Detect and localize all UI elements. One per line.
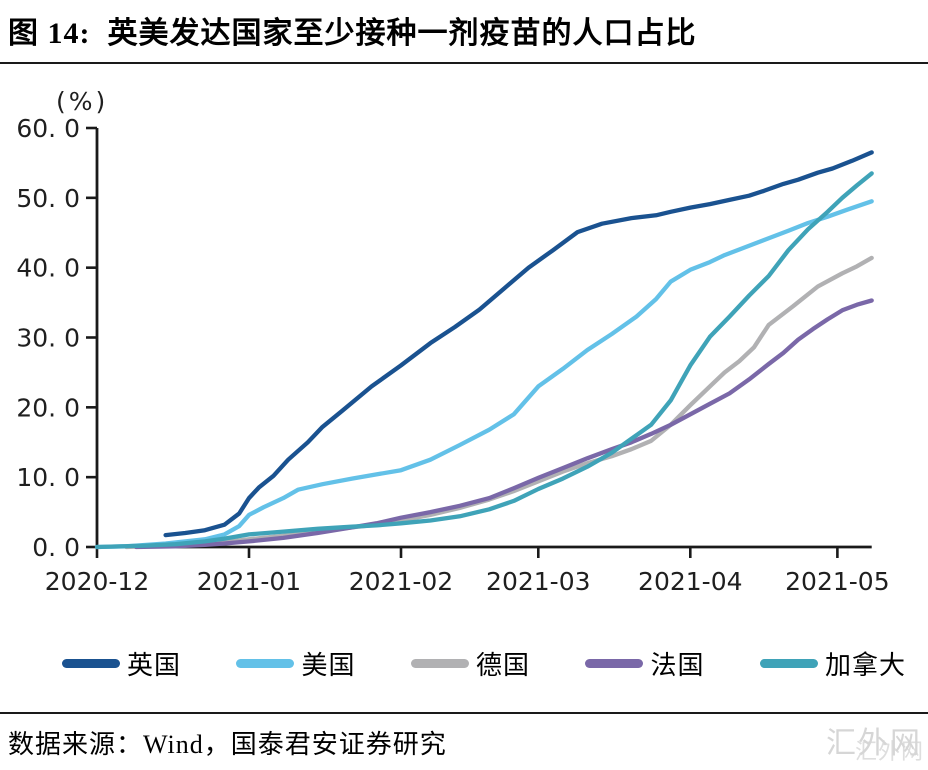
y-tick-label: 0. 0 [32, 533, 80, 562]
series-line-德国 [124, 255, 874, 550]
legend-label: 加拿大 [824, 651, 906, 680]
x-tick-label: 2021-05 [785, 567, 889, 596]
x-tick-label: 2021-04 [638, 567, 742, 596]
watermark: 汇外网 汇外网 [804, 716, 924, 766]
legend-label: 美国 [301, 651, 356, 680]
y-tick-label: 30. 0 [16, 324, 80, 353]
plot-svg: 0. 0 10. 0 20. 0 30. 0 40. 0 50. 0 60. 0 2020-1… [16, 87, 889, 596]
watermark-text: 汇外网 [826, 727, 922, 760]
series-line-英国 [163, 150, 874, 538]
series-line-加拿大 [94, 171, 874, 550]
legend-item: 法国 [585, 645, 704, 682]
x-tick-label: 2020-12 [45, 567, 149, 596]
footer-divider [0, 712, 928, 714]
x-tick-label: 2021-02 [349, 567, 453, 596]
legend-label: 英国 [127, 651, 182, 680]
y-tick-label: 50. 0 [16, 184, 80, 213]
x-tick-label: 2021-01 [197, 567, 301, 596]
title-divider [0, 62, 928, 64]
y-tick-label: 60. 0 [16, 114, 80, 143]
legend-swatch [62, 659, 120, 668]
legend-item: 美国 [236, 645, 355, 682]
legend-item: 英国 [62, 645, 181, 682]
chart-legend: 英国 美国 德国 法国 加拿大 [0, 645, 928, 682]
y-tick-label: 10. 0 [16, 463, 80, 492]
y-tick-label: 20. 0 [16, 393, 80, 422]
legend-label: 法国 [650, 651, 705, 680]
figure-title: 图 14: 英美发达国家至少接种一剂疫苗的人口占比 [8, 17, 697, 50]
x-tick-label: 2021-03 [486, 567, 590, 596]
y-tick-label: 40. 0 [16, 254, 80, 283]
legend-swatch [759, 659, 818, 668]
legend-item: 德国 [410, 645, 530, 682]
chart-area: 0. 0 10. 0 20. 0 30. 0 40. 0 50. 0 60. 0 2020-1… [0, 70, 928, 615]
watermark-text-echo: 汇外网 [854, 739, 924, 764]
legend-label: 德国 [475, 651, 530, 680]
legend-swatch [236, 659, 295, 668]
series-line-法国 [134, 298, 874, 550]
legend-swatch [585, 659, 644, 668]
y-axis-unit-label: (%) [56, 87, 108, 116]
legend-swatch [410, 659, 469, 668]
series-line-美国 [94, 199, 874, 550]
legend-item: 加拿大 [759, 645, 906, 682]
data-source-text: 数据来源：Wind，国泰君安证券研究 [8, 730, 447, 759]
